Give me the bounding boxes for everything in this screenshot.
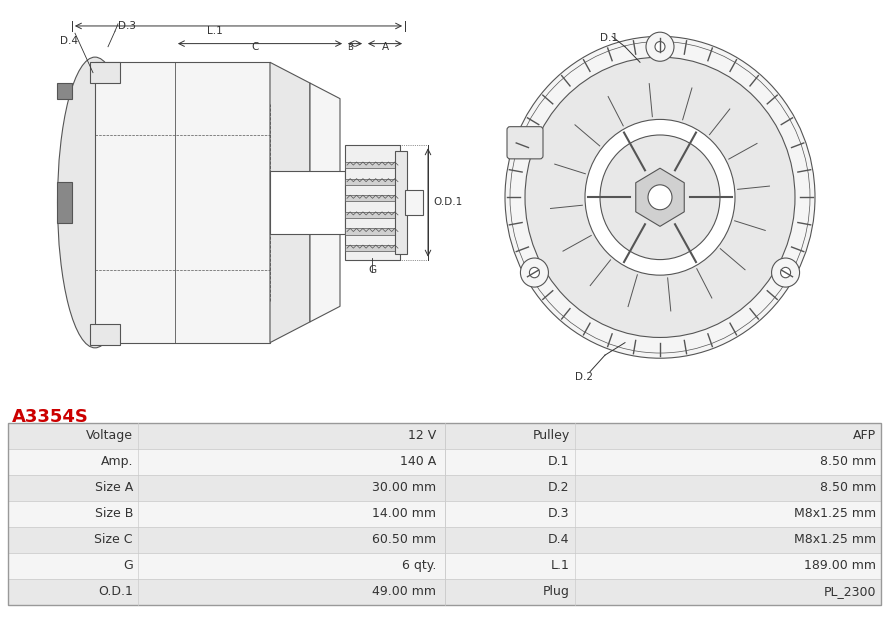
Circle shape: [781, 267, 790, 278]
Text: 8.50 mm: 8.50 mm: [820, 455, 876, 468]
Polygon shape: [636, 168, 685, 226]
Text: D.2: D.2: [548, 481, 570, 494]
Polygon shape: [310, 83, 340, 322]
Text: 60.50 mm: 60.50 mm: [372, 533, 436, 546]
Circle shape: [655, 42, 665, 52]
Circle shape: [648, 185, 672, 210]
FancyBboxPatch shape: [345, 179, 400, 185]
FancyBboxPatch shape: [57, 182, 72, 223]
FancyBboxPatch shape: [270, 171, 345, 234]
Text: Voltage: Voltage: [86, 429, 133, 442]
FancyBboxPatch shape: [8, 553, 444, 579]
FancyBboxPatch shape: [8, 501, 444, 527]
Text: M8x1.25 mm: M8x1.25 mm: [794, 507, 876, 520]
FancyBboxPatch shape: [57, 83, 72, 98]
Text: 49.00 mm: 49.00 mm: [372, 586, 436, 599]
Circle shape: [525, 57, 795, 338]
FancyBboxPatch shape: [405, 190, 423, 215]
Text: 14.00 mm: 14.00 mm: [372, 507, 436, 520]
Text: PL_2300: PL_2300: [823, 586, 876, 599]
FancyBboxPatch shape: [444, 475, 881, 501]
FancyBboxPatch shape: [345, 245, 400, 251]
Circle shape: [772, 258, 799, 287]
Text: Plug: Plug: [542, 586, 570, 599]
Circle shape: [600, 135, 720, 260]
Text: D.4: D.4: [60, 36, 78, 46]
Text: D.3: D.3: [548, 507, 570, 520]
FancyBboxPatch shape: [8, 579, 444, 605]
Text: D.1: D.1: [600, 33, 618, 43]
FancyBboxPatch shape: [345, 162, 400, 168]
Text: L.1: L.1: [207, 26, 223, 36]
FancyBboxPatch shape: [90, 324, 120, 345]
Text: G: G: [124, 559, 133, 573]
Text: A3354S: A3354S: [12, 407, 89, 426]
FancyBboxPatch shape: [444, 422, 881, 449]
Ellipse shape: [58, 57, 132, 348]
FancyBboxPatch shape: [8, 422, 444, 449]
Text: B: B: [347, 43, 353, 52]
Circle shape: [585, 120, 735, 275]
FancyBboxPatch shape: [8, 475, 444, 501]
FancyBboxPatch shape: [444, 579, 881, 605]
Text: C: C: [252, 42, 259, 52]
Text: D.2: D.2: [575, 372, 593, 382]
Text: 8.50 mm: 8.50 mm: [820, 481, 876, 494]
Text: O.D.1: O.D.1: [433, 197, 462, 207]
FancyBboxPatch shape: [95, 62, 270, 343]
FancyBboxPatch shape: [507, 126, 543, 159]
Circle shape: [505, 36, 815, 358]
Text: M8x1.25 mm: M8x1.25 mm: [794, 533, 876, 546]
Text: 189.00 mm: 189.00 mm: [804, 559, 876, 573]
Circle shape: [646, 32, 674, 61]
FancyBboxPatch shape: [345, 212, 400, 218]
Polygon shape: [270, 62, 310, 343]
FancyBboxPatch shape: [395, 151, 407, 254]
FancyBboxPatch shape: [90, 62, 120, 83]
Circle shape: [530, 267, 540, 278]
Text: D.3: D.3: [118, 21, 136, 31]
Text: O.D.1: O.D.1: [98, 586, 133, 599]
Text: G: G: [368, 265, 376, 275]
FancyBboxPatch shape: [8, 449, 444, 475]
FancyBboxPatch shape: [444, 501, 881, 527]
FancyBboxPatch shape: [345, 145, 400, 260]
Text: D.4: D.4: [548, 533, 570, 546]
Text: AFP: AFP: [853, 429, 876, 442]
FancyBboxPatch shape: [444, 553, 881, 579]
Text: Pulley: Pulley: [533, 429, 570, 442]
Text: 140 A: 140 A: [400, 455, 436, 468]
Text: D.1: D.1: [548, 455, 570, 468]
Circle shape: [520, 258, 549, 287]
FancyBboxPatch shape: [444, 449, 881, 475]
Text: Size C: Size C: [94, 533, 133, 546]
Text: 30.00 mm: 30.00 mm: [372, 481, 436, 494]
Text: Size A: Size A: [95, 481, 133, 494]
Text: Size B: Size B: [94, 507, 133, 520]
FancyBboxPatch shape: [8, 527, 444, 553]
Text: Amp.: Amp.: [100, 455, 133, 468]
Text: 12 V: 12 V: [408, 429, 436, 442]
FancyBboxPatch shape: [444, 527, 881, 553]
FancyBboxPatch shape: [345, 229, 400, 235]
FancyBboxPatch shape: [345, 195, 400, 201]
Text: 6 qty.: 6 qty.: [402, 559, 436, 573]
Text: L.1: L.1: [550, 559, 570, 573]
Text: A: A: [381, 42, 388, 52]
